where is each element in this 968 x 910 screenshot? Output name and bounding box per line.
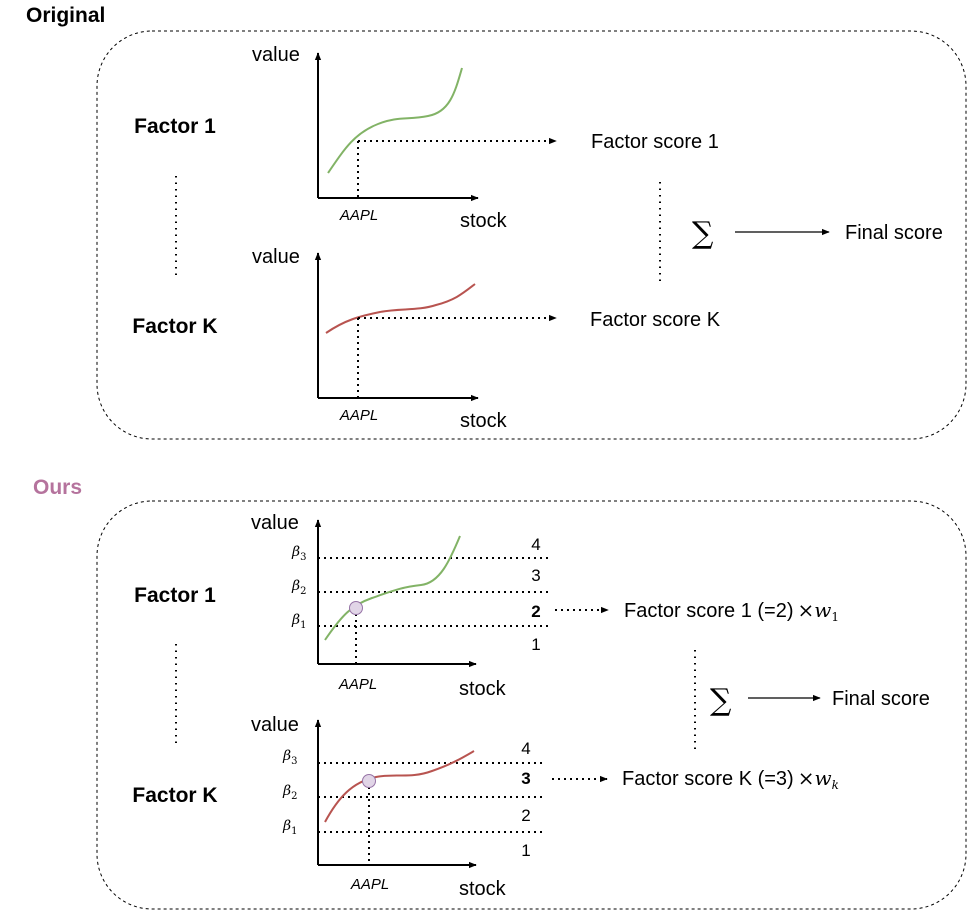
aapl-label: AAPL — [339, 407, 378, 424]
original-title: Original — [26, 4, 105, 27]
x-axis-label: stock — [459, 878, 507, 900]
aapl-point — [349, 601, 363, 615]
beta2-label: β2 — [291, 578, 306, 597]
original-chart-factor1: value AAPL stock — [252, 44, 557, 232]
factor-curve — [327, 67, 463, 174]
original-final-score: Final score — [845, 222, 943, 244]
original-factor1-label: Factor 1 — [134, 115, 216, 138]
y-axis-label: value — [251, 512, 299, 534]
quantile-1-label: 1 — [521, 841, 530, 860]
original-factor-score-K: Factor score K — [590, 309, 721, 331]
ours-chart-factor1: value β3 β2 β1 4 3 2 1 AAPL stock — [251, 512, 609, 700]
original-factor-score-1: Factor score 1 — [591, 131, 719, 153]
aapl-label: AAPL — [350, 876, 389, 893]
aapl-label: AAPL — [339, 207, 378, 224]
quantile-2-label: 2 — [521, 806, 530, 825]
quantile-4-label: 4 — [521, 739, 530, 758]
quantile-4-label: 4 — [531, 535, 540, 554]
beta3-label: β3 — [291, 544, 306, 563]
factor-curve — [324, 750, 475, 823]
x-axis-label: stock — [459, 678, 507, 700]
ours-factor1-label: Factor 1 — [134, 584, 216, 607]
ours-sum-symbol: ∑ — [710, 683, 732, 718]
y-axis-label: value — [251, 714, 299, 736]
beta1-label: β1 — [291, 612, 306, 631]
aapl-label: AAPL — [338, 676, 377, 693]
beta3-label: β3 — [282, 748, 297, 767]
original-factorK-label: Factor K — [132, 315, 217, 338]
y-axis-label: value — [252, 44, 300, 66]
ours-chart-factorK: value β3 β2 β1 4 3 2 1 AAPL stock — [251, 714, 608, 900]
ours-factor-score-1: Factor score 1 (=2) ×w1 — [624, 598, 839, 624]
ours-factorK-label: Factor K — [132, 784, 217, 807]
quantile-3-label: 3 — [531, 566, 540, 585]
ours-final-score: Final score — [832, 688, 930, 710]
y-axis-label: value — [252, 246, 300, 268]
ours-title: Ours — [33, 476, 82, 499]
factor-curve — [324, 535, 461, 641]
factor-curve — [325, 283, 476, 334]
original-panel — [96, 30, 967, 440]
ours-panel — [96, 500, 967, 910]
original-chart-factorK: value AAPL stock — [252, 246, 557, 432]
beta1-label: β1 — [282, 818, 297, 837]
beta2-label: β2 — [282, 783, 297, 802]
ours-factor-score-K: Factor score K (=3) ×wk — [622, 766, 839, 792]
x-axis-label: stock — [460, 210, 508, 232]
aapl-point — [362, 774, 376, 788]
quantile-1-label: 1 — [531, 635, 540, 654]
quantile-selected-label: 3 — [521, 769, 530, 788]
x-axis-label: stock — [460, 410, 508, 432]
original-sum-symbol: ∑ — [692, 216, 714, 251]
quantile-selected-label: 2 — [531, 602, 540, 621]
